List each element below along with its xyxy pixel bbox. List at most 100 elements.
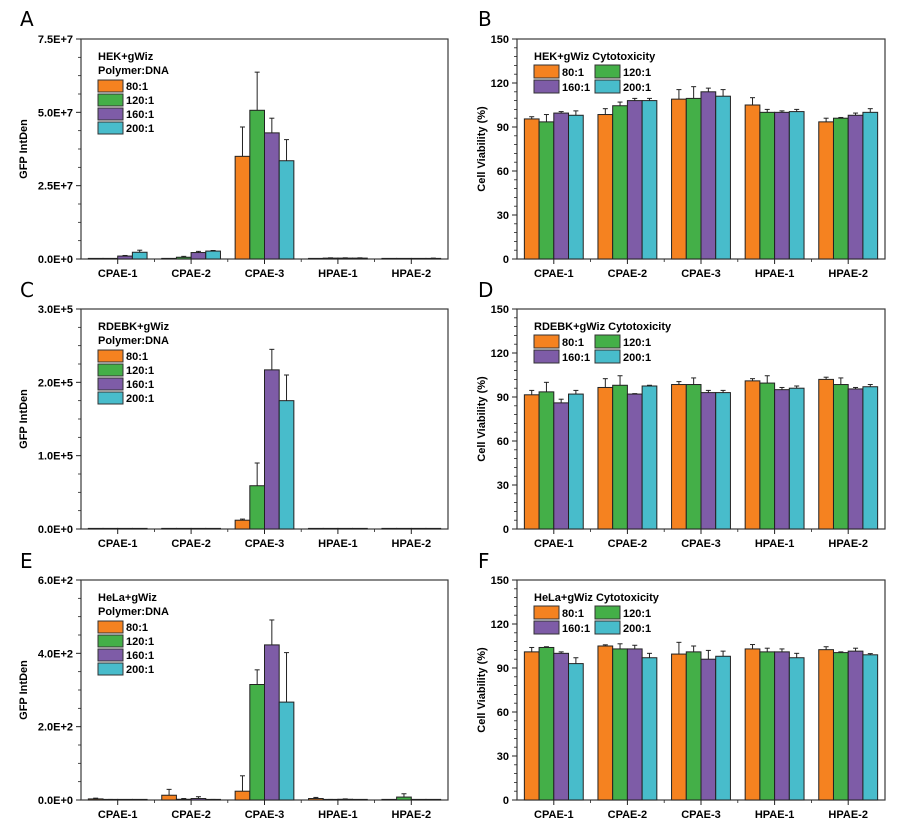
- bar-80-1-cpae-2: [161, 794, 177, 801]
- legend-swatch-80-1: [97, 349, 124, 363]
- panel-a: A 0.0E+0 2.5E+7 5.0E+7 7.5E+7 GFP IntDen CPAE-…: [18, 7, 449, 280]
- bar-200-1-hpae-1: [788, 387, 805, 530]
- legend-swatch-120-1: [594, 334, 621, 349]
- bar-80-1-hpae-2: [818, 121, 834, 260]
- bar-200-1-cpae-2: [205, 527, 221, 530]
- legend: HEK+gWiz Polymer:DNA 80:1 120:1 160:1 200:1: [97, 51, 169, 135]
- bar-200-1-hpae-2: [425, 798, 442, 801]
- bar-200-1-cpae-1: [131, 527, 148, 530]
- legend-swatch-160-1: [97, 107, 124, 121]
- legend-swatch-160-1: [97, 648, 124, 662]
- bar-200-1-cpae-1: [568, 663, 584, 801]
- legend-swatch-80-1: [533, 64, 560, 79]
- panel-f: F 0 30 60 90 120 150 Cell Viability (%) CPAE-1 CP…: [476, 549, 886, 821]
- bar-120-1-cpae-2: [612, 105, 628, 260]
- x-tick-label: CPAE-2: [608, 538, 648, 550]
- legend-label: 200:1: [623, 352, 651, 364]
- y-tick-label: 90: [497, 663, 509, 675]
- legend-swatch-80-1: [97, 79, 124, 93]
- legend-title: HeLa+gWiz Cytotoxicity: [534, 592, 660, 604]
- bar-160-1-hpae-2: [847, 388, 864, 530]
- bar-200-1-cpae-2: [205, 250, 221, 260]
- x-tick-label: HPAE-1: [755, 538, 795, 550]
- bar-200-1-cpae-3: [278, 160, 295, 260]
- bar-120-1-cpae-3: [685, 384, 702, 530]
- bar-160-1-cpae-3: [700, 392, 717, 530]
- bar-200-1-cpae-1: [131, 251, 148, 260]
- bar-200-1-cpae-1: [568, 393, 584, 530]
- bar-160-1-cpae-1: [553, 652, 570, 801]
- legend-swatch-160-1: [533, 620, 560, 635]
- bar-120-1-hpae-2: [832, 384, 849, 530]
- panel-letter: F: [478, 549, 490, 573]
- x-tick-label: HPAE-2: [392, 268, 432, 280]
- bar-80-1-hpae-2: [381, 798, 398, 801]
- legend-swatch-80-1: [533, 334, 560, 349]
- bar-80-1-cpae-1: [523, 118, 540, 260]
- bar-200-1-hpae-2: [862, 386, 879, 530]
- bar-80-1-cpae-3: [234, 155, 251, 260]
- y-tick-label: 4.0E+2: [38, 648, 73, 660]
- bar-160-1-cpae-3: [264, 132, 280, 260]
- legend-swatch-160-1: [97, 377, 124, 391]
- bar-160-1-hpae-2: [847, 650, 864, 801]
- bar-80-1-hpae-1: [308, 527, 324, 530]
- bar-120-1-cpae-1: [102, 527, 119, 530]
- legend: HeLa+gWiz Cytotoxicity 80:1 120:1 160:1 200:…: [533, 592, 660, 635]
- bar-120-1-cpae-3: [685, 651, 702, 801]
- bar-80-1-cpae-3: [671, 653, 687, 801]
- legend-label: 80:1: [126, 81, 148, 93]
- bar-200-1-hpae-1: [788, 657, 805, 801]
- bar-160-1-cpae-1: [117, 798, 133, 801]
- bar-160-1-hpae-1: [337, 257, 354, 260]
- bar-200-1-hpae-2: [425, 257, 442, 260]
- bar-160-1-cpae-3: [264, 369, 280, 530]
- bar-200-1-hpae-2: [862, 111, 879, 260]
- panel-letter: A: [20, 7, 34, 31]
- x-tick-label: HPAE-1: [318, 538, 358, 550]
- y-tick-label: 150: [491, 304, 509, 316]
- bar-200-1-cpae-3: [715, 392, 731, 530]
- bar-160-1-hpae-1: [774, 389, 790, 530]
- bar-120-1-hpae-1: [759, 651, 776, 801]
- legend-label: 160:1: [126, 379, 154, 391]
- bar-160-1-cpae-1: [553, 402, 570, 530]
- bar-80-1-hpae-2: [818, 378, 834, 530]
- legend-label: 160:1: [126, 650, 154, 662]
- bar-80-1-cpae-1: [523, 394, 540, 530]
- y-tick-label: 0.0E+0: [38, 795, 73, 807]
- y-tick-label: 30: [497, 480, 509, 492]
- x-tick-label: HPAE-1: [318, 268, 358, 280]
- bar-80-1-cpae-3: [671, 384, 687, 530]
- y-tick-label: 1.0E+5: [38, 451, 73, 463]
- bar-200-1-hpae-1: [788, 111, 805, 260]
- legend-swatch-120-1: [97, 634, 124, 648]
- legend: RDEBK+gWiz Cytotoxicity 80:1 120:1 160:1 200…: [533, 321, 672, 364]
- bar-120-1-hpae-1: [759, 382, 776, 530]
- bar-200-1-cpae-3: [715, 95, 731, 260]
- panel-letter: B: [478, 7, 492, 31]
- panel-letter: E: [20, 549, 33, 573]
- y-tick-label: 3.0E+5: [38, 304, 73, 316]
- bar-120-1-hpae-1: [322, 257, 339, 260]
- x-tick-label: CPAE-2: [171, 809, 211, 821]
- x-tick-label: HPAE-2: [392, 809, 432, 821]
- x-tick-label: CPAE-3: [245, 268, 285, 280]
- bar-160-1-cpae-2: [626, 648, 643, 801]
- bar-120-1-hpae-2: [832, 117, 849, 260]
- y-axis-title: GFP IntDen: [18, 660, 30, 720]
- bar-200-1-hpae-1: [352, 257, 368, 260]
- legend-label: 80:1: [126, 351, 148, 363]
- y-tick-label: 150: [491, 575, 509, 587]
- legend-label: 120:1: [623, 608, 651, 620]
- x-tick-label: HPAE-1: [755, 268, 795, 280]
- legend-label: 120:1: [623, 337, 651, 349]
- legend: HEK+gWiz Cytotoxicity 80:1 120:1 160:1 200:1: [533, 51, 656, 94]
- y-tick-label: 2.0E+5: [38, 377, 73, 389]
- bar-120-1-cpae-2: [175, 256, 192, 260]
- x-tick-label: CPAE-3: [245, 538, 285, 550]
- bar-160-1-hpae-1: [337, 798, 354, 801]
- bar-200-1-cpae-3: [278, 400, 295, 530]
- legend-swatch-120-1: [97, 93, 124, 107]
- x-tick-label: CPAE-2: [608, 809, 648, 821]
